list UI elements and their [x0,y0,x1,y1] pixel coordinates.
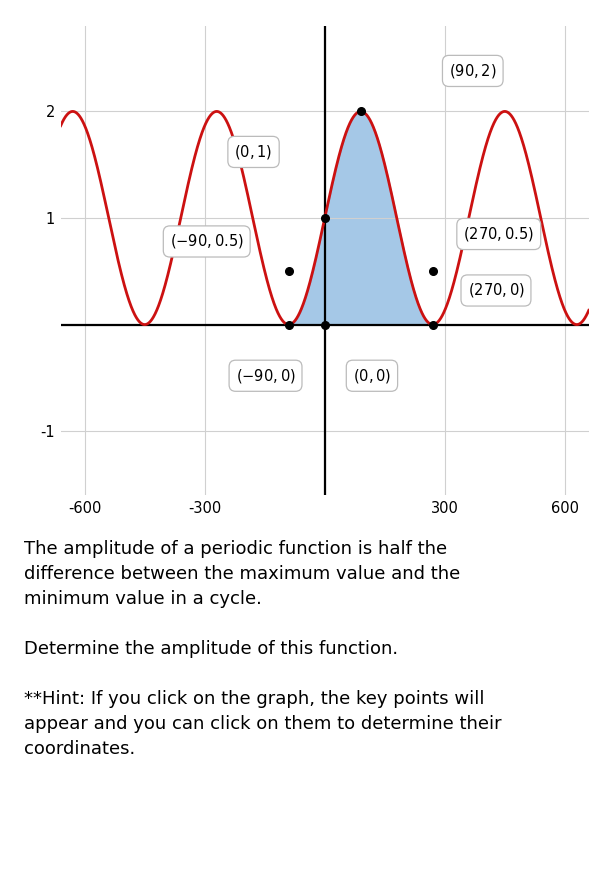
Text: $(0, 1)$: $(0, 1)$ [234,143,273,161]
Text: $(270, 0)$: $(270, 0)$ [467,282,524,299]
Text: $(90, 2)$: $(90, 2)$ [449,62,497,80]
Text: $(-90, 0.5)$: $(-90, 0.5)$ [170,233,243,250]
Text: $(0, 0)$: $(0, 0)$ [353,367,391,385]
Text: The amplitude of a periodic function is half the
difference between the maximum : The amplitude of a periodic function is … [24,540,501,758]
Text: $(270, 0.5)$: $(270, 0.5)$ [463,225,534,243]
Text: $(-90, 0)$: $(-90, 0)$ [236,367,296,385]
